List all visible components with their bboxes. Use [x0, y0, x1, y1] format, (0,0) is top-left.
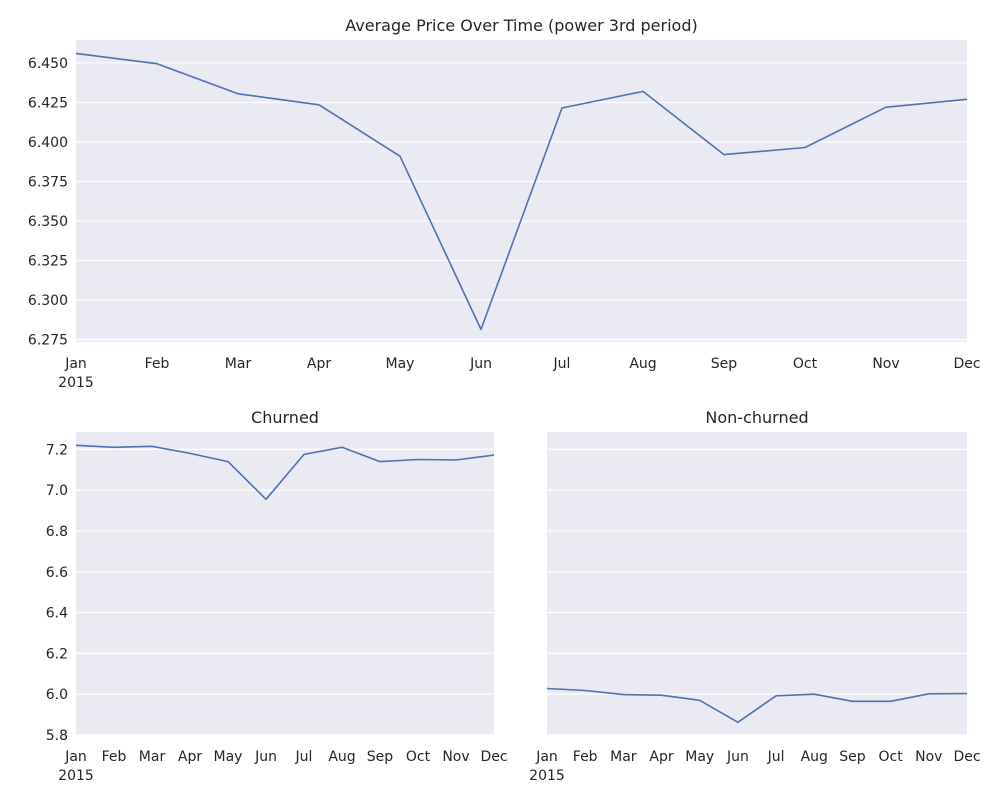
series-line — [75, 444, 495, 501]
y-tick-label: 7.2 — [46, 442, 68, 458]
x-tick-label: May — [386, 356, 415, 372]
x-tick-label: Jan — [64, 749, 87, 765]
chart-title: Churned — [251, 408, 319, 427]
x-tick-label: Jun — [469, 356, 492, 372]
y-tick-label: 6.375 — [28, 175, 68, 191]
y-tick-label: 7.0 — [46, 483, 68, 499]
panel-non-churned: Jan Feb Mar Apr May Jun Jul Aug Sep Oct Nov Dec 2015… — [529, 408, 980, 784]
x-tick-label: Jun — [254, 749, 277, 765]
x-tick-label: Mar — [225, 356, 252, 372]
chart-title: Non-churned — [705, 408, 808, 427]
x-tick-label: Nov — [915, 749, 942, 765]
y-tick-label: 6.350 — [28, 214, 68, 230]
x-tick-label: Aug — [801, 749, 828, 765]
series-line — [546, 687, 968, 724]
panel-average-price: 6.275 6.300 6.325 6.350 6.375 6.400 6.425 6.450… — [28, 16, 981, 391]
y-tick-label: 6.300 — [28, 293, 68, 309]
x-tick-label: Oct — [406, 749, 431, 765]
y-tick-label: 6.325 — [28, 254, 68, 270]
x-tick-label: Aug — [629, 356, 656, 372]
plot-area — [76, 432, 494, 735]
x-year-label: 2015 — [58, 768, 94, 784]
x-tick-label: Feb — [145, 356, 170, 372]
x-tick-label: May — [214, 749, 243, 765]
y-tick-label: 6.4 — [46, 606, 68, 622]
x-tick-label: May — [685, 749, 714, 765]
x-tick-label: Sep — [839, 749, 866, 765]
chart-title: Average Price Over Time (power 3rd perio… — [345, 16, 697, 35]
x-tick-label: Nov — [442, 749, 469, 765]
y-tick-label: 6.2 — [46, 646, 68, 662]
y-tick-label: 6.6 — [46, 565, 68, 581]
x-tick-label: Apr — [178, 749, 202, 765]
x-tick-label: Dec — [953, 749, 980, 765]
x-tick-label: Apr — [307, 356, 331, 372]
x-tick-label: Feb — [573, 749, 598, 765]
y-tick-label: 6.8 — [46, 524, 68, 540]
x-year-label: 2015 — [58, 375, 94, 391]
x-tick-label: Oct — [879, 749, 904, 765]
x-tick-label: Nov — [872, 356, 899, 372]
plot-area — [547, 432, 967, 735]
y-tick-label: 5.8 — [46, 728, 68, 744]
x-tick-label: Mar — [610, 749, 637, 765]
x-tick-label: Sep — [711, 356, 738, 372]
x-tick-label: Dec — [953, 356, 980, 372]
x-tick-label: Jul — [295, 749, 313, 765]
x-tick-label: Jul — [767, 749, 785, 765]
plot-area — [76, 40, 967, 342]
x-tick-label: Jan — [535, 749, 558, 765]
x-tick-label: Oct — [793, 356, 818, 372]
series-line — [75, 52, 968, 331]
x-tick-label: Aug — [328, 749, 355, 765]
x-tick-label: Dec — [480, 749, 507, 765]
panel-churned: 5.8 6.0 6.2 6.4 6.6 6.8 7.0 7.2 Jan Feb Mar Apr May J… — [46, 408, 508, 784]
y-tick-label: 6.425 — [28, 95, 68, 111]
x-tick-label: Sep — [367, 749, 394, 765]
x-year-label: 2015 — [529, 768, 565, 784]
x-tick-label: Jul — [553, 356, 571, 372]
y-tick-label: 6.450 — [28, 56, 68, 72]
y-tick-label: 6.275 — [28, 333, 68, 349]
x-tick-label: Jan — [64, 356, 87, 372]
x-tick-label: Apr — [649, 749, 673, 765]
x-tick-label: Mar — [139, 749, 166, 765]
x-tick-label: Jun — [726, 749, 749, 765]
y-tick-label: 6.400 — [28, 135, 68, 151]
y-tick-label: 6.0 — [46, 687, 68, 703]
x-tick-label: Feb — [102, 749, 127, 765]
